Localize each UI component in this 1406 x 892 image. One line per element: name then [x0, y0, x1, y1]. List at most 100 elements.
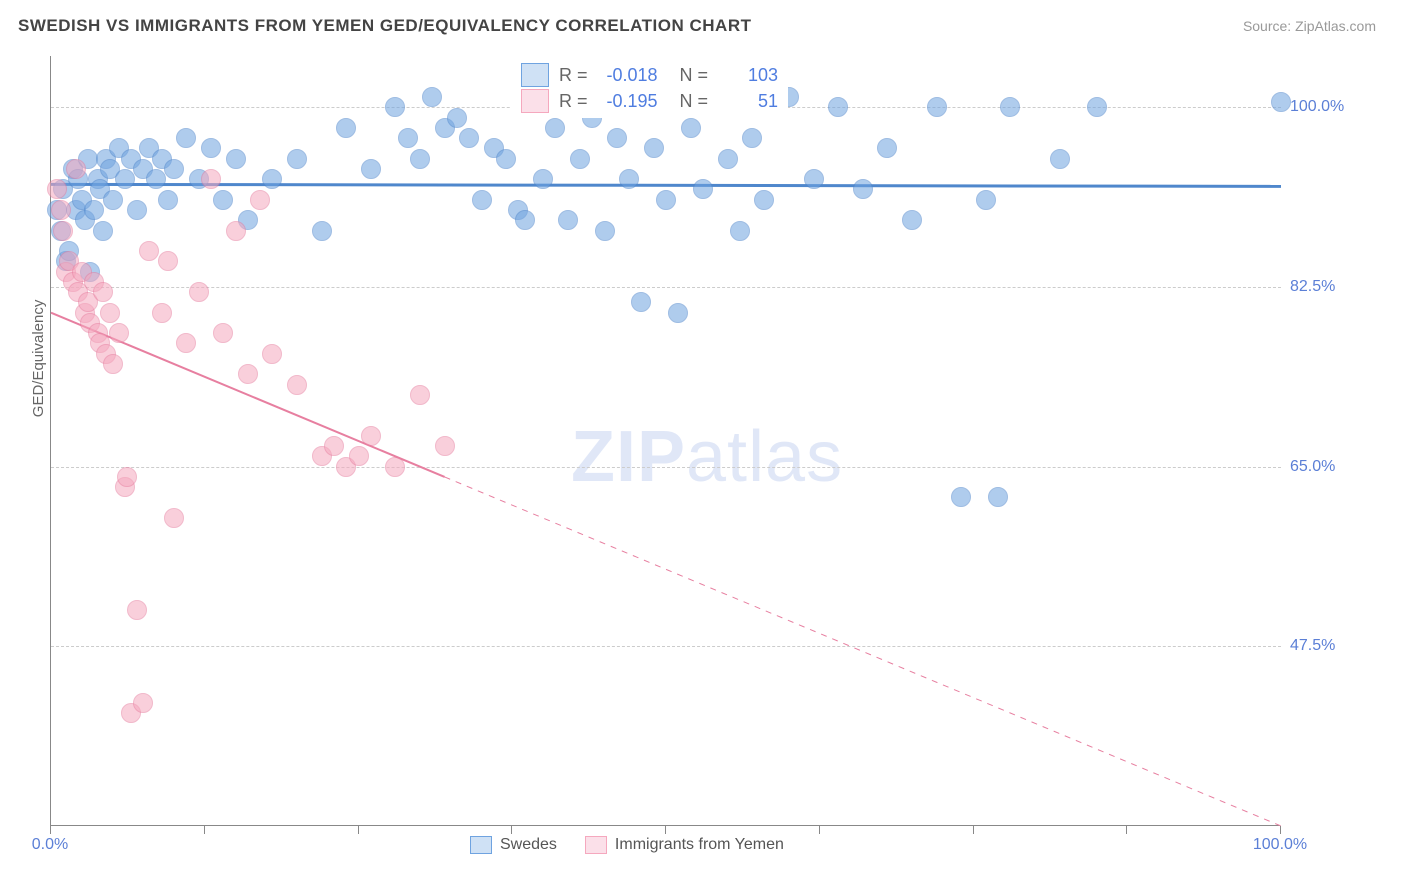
data-point — [656, 190, 676, 210]
data-point — [349, 446, 369, 466]
data-point — [730, 221, 750, 241]
data-point — [422, 87, 442, 107]
data-point — [668, 303, 688, 323]
data-point — [410, 149, 430, 169]
trend-line-dashed — [445, 477, 1281, 826]
data-point — [213, 190, 233, 210]
data-point — [201, 169, 221, 189]
data-point — [213, 323, 233, 343]
y-axis-label: GED/Equivalency — [30, 300, 47, 418]
trend-line-solid — [51, 184, 1281, 186]
data-point — [250, 190, 270, 210]
data-point — [324, 436, 344, 456]
r-value: -0.195 — [598, 91, 658, 112]
data-point — [201, 138, 221, 158]
data-point — [93, 282, 113, 302]
data-point — [93, 221, 113, 241]
x-tick-label: 0.0% — [32, 836, 68, 854]
data-point — [1050, 149, 1070, 169]
data-point — [607, 128, 627, 148]
data-point — [152, 303, 172, 323]
x-tick-mark — [204, 826, 205, 834]
legend-item: Immigrants from Yemen — [585, 836, 784, 854]
data-point — [902, 210, 922, 230]
data-point — [545, 118, 565, 138]
data-point — [681, 118, 701, 138]
data-point — [176, 128, 196, 148]
chart-title: SWEDISH VS IMMIGRANTS FROM YEMEN GED/EQU… — [18, 16, 752, 36]
chart-container: GED/Equivalency ZIPatlas R =-0.018N =103… — [50, 56, 1370, 826]
data-point — [631, 292, 651, 312]
data-point — [176, 333, 196, 353]
n-value: 51 — [718, 91, 778, 112]
y-tick-label: 100.0% — [1290, 98, 1344, 116]
data-point — [410, 385, 430, 405]
legend-stats-row: R = -0.195 N = 51 — [521, 88, 778, 114]
data-point — [619, 169, 639, 189]
n-label: N = — [680, 91, 709, 112]
data-point — [226, 149, 246, 169]
data-point — [595, 221, 615, 241]
y-tick-label: 47.5% — [1290, 637, 1335, 655]
source-label: Source: ZipAtlas.com — [1243, 18, 1376, 34]
data-point — [927, 97, 947, 117]
data-point — [644, 138, 664, 158]
legend-stats: R =-0.018N =103R =-0.195N =51 — [511, 58, 788, 118]
data-point — [718, 149, 738, 169]
data-point — [226, 221, 246, 241]
data-point — [189, 282, 209, 302]
x-tick-mark — [819, 826, 820, 834]
data-point — [103, 354, 123, 374]
data-point — [459, 128, 479, 148]
data-point — [1087, 97, 1107, 117]
data-point — [238, 364, 258, 384]
data-point — [158, 251, 178, 271]
data-point — [496, 149, 516, 169]
legend-bottom: Swedes Immigrants from Yemen — [470, 836, 784, 854]
legend-swatch — [521, 63, 549, 87]
data-point — [103, 190, 123, 210]
data-point — [164, 508, 184, 528]
data-point — [127, 600, 147, 620]
x-tick-mark — [50, 826, 51, 834]
legend-swatch — [470, 836, 492, 854]
data-point — [133, 693, 153, 713]
data-point — [66, 159, 86, 179]
data-point — [558, 210, 578, 230]
data-point — [262, 344, 282, 364]
data-point — [693, 179, 713, 199]
data-point — [754, 190, 774, 210]
data-point — [828, 97, 848, 117]
data-point — [1000, 97, 1020, 117]
data-point — [100, 303, 120, 323]
legend-label: Immigrants from Yemen — [615, 836, 784, 854]
data-point — [84, 200, 104, 220]
data-point — [47, 179, 67, 199]
data-point — [146, 169, 166, 189]
x-tick-mark — [1280, 826, 1281, 834]
n-label: N = — [680, 65, 709, 86]
data-point — [853, 179, 873, 199]
data-point — [164, 159, 184, 179]
trend-svg — [51, 56, 1281, 826]
x-tick-mark — [973, 826, 974, 834]
y-tick-label: 65.0% — [1290, 458, 1335, 476]
data-point — [385, 97, 405, 117]
data-point — [533, 169, 553, 189]
data-point — [139, 241, 159, 261]
r-label: R = — [559, 65, 588, 86]
data-point — [515, 210, 535, 230]
data-point — [742, 128, 762, 148]
legend-stats-row: R =-0.018N =103 — [521, 62, 778, 88]
r-label: R = — [559, 91, 588, 112]
x-tick-mark — [358, 826, 359, 834]
legend-item: Swedes — [470, 836, 557, 854]
data-point — [570, 149, 590, 169]
data-point — [262, 169, 282, 189]
data-point — [1271, 92, 1291, 112]
x-tick-mark — [1126, 826, 1127, 834]
data-point — [109, 323, 129, 343]
data-point — [361, 426, 381, 446]
r-value: -0.018 — [598, 65, 658, 86]
data-point — [51, 200, 71, 220]
